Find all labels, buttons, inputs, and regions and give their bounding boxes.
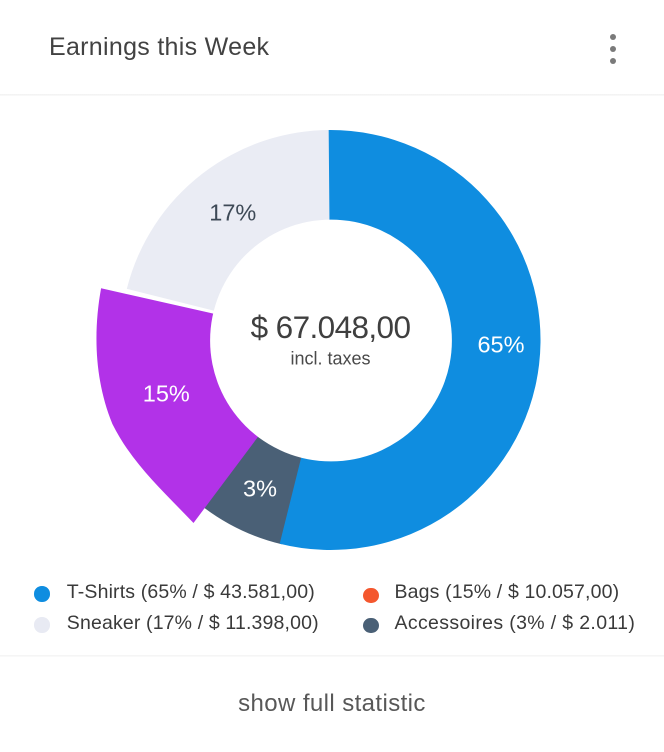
- svg-text:3%: 3%: [243, 476, 277, 502]
- svg-text:15%: 15%: [143, 381, 190, 407]
- svg-text:incl. taxes: incl. taxes: [290, 349, 370, 369]
- svg-text:65%: 65%: [477, 332, 524, 358]
- svg-text:17%: 17%: [209, 200, 256, 226]
- svg-text:$ 67.048,00: $ 67.048,00: [251, 309, 411, 345]
